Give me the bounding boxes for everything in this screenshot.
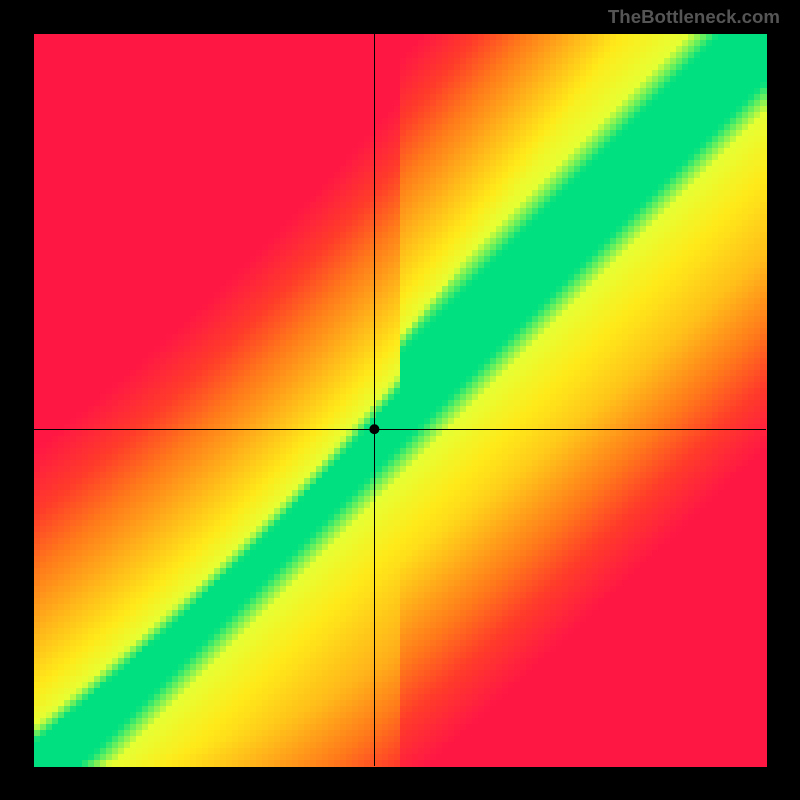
heatmap-canvas: [0, 0, 800, 800]
chart-root: TheBottleneck.com: [0, 0, 800, 800]
